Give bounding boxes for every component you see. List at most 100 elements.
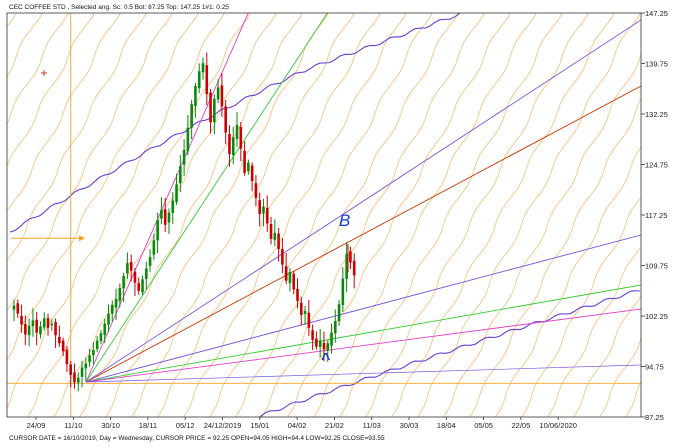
candle-body bbox=[58, 336, 61, 344]
candles-layer bbox=[12, 52, 356, 392]
gann-arc-curve bbox=[521, 196, 641, 417]
y-tick-label: 102.25 bbox=[645, 312, 668, 321]
candle-body bbox=[262, 206, 265, 214]
candle-body bbox=[42, 318, 46, 328]
candle-body bbox=[122, 275, 125, 289]
fan-line-magenta-steep bbox=[85, 13, 249, 383]
cursor-status-bar: CURSOR DATE = 16/10/2019, Day = Wednesda… bbox=[9, 435, 385, 442]
candle-body bbox=[220, 85, 224, 107]
candle-body bbox=[141, 279, 144, 293]
candle-body bbox=[315, 338, 318, 347]
candle-body bbox=[114, 298, 118, 308]
candle-body bbox=[330, 332, 333, 346]
fan-line-magenta bbox=[85, 308, 641, 383]
candle-body bbox=[65, 349, 69, 365]
x-tick-label: 24/12/2019 bbox=[204, 421, 242, 430]
candle-body bbox=[247, 162, 250, 172]
candle-body bbox=[95, 340, 99, 350]
candle-body bbox=[12, 305, 16, 310]
candle-body bbox=[190, 104, 193, 128]
gann-arc-curve bbox=[495, 146, 641, 417]
gann-arc-curve bbox=[7, 13, 43, 78]
candle-body bbox=[228, 133, 231, 155]
x-tick-label: 05/12 bbox=[176, 421, 195, 430]
candle-body bbox=[352, 260, 356, 276]
candle-body bbox=[35, 319, 38, 333]
candle-body bbox=[311, 330, 314, 340]
candle-body bbox=[281, 248, 284, 265]
candle-body bbox=[167, 212, 171, 223]
gann-arc-curve bbox=[7, 13, 121, 213]
gann-arc-curve bbox=[391, 13, 615, 417]
candle-body bbox=[182, 150, 186, 165]
candle-body bbox=[152, 240, 156, 255]
candle-body bbox=[16, 303, 20, 314]
candle-body bbox=[235, 125, 239, 139]
candle-body bbox=[107, 313, 110, 325]
y-tick-label: 109.75 bbox=[645, 262, 668, 271]
x-tick-label: 22/05 bbox=[512, 421, 531, 430]
gann-arc-curve bbox=[7, 13, 95, 168]
gann-fan-layer bbox=[85, 13, 641, 383]
price-axis: 87.25 94.75 102.25 109.75 117.25 124.75 132.25… bbox=[641, 9, 668, 422]
candle-body bbox=[156, 220, 159, 241]
gann-arc-curve bbox=[27, 13, 251, 417]
gann-arc-curve bbox=[157, 13, 381, 417]
gann-arc-curve bbox=[7, 13, 147, 261]
candle-body bbox=[84, 363, 88, 369]
candle-body bbox=[179, 166, 182, 184]
candle-body bbox=[27, 325, 31, 336]
gann-arc-curve bbox=[235, 13, 459, 417]
candle-body bbox=[296, 288, 299, 301]
annotation-a-label: ^ bbox=[321, 351, 330, 368]
candle-body bbox=[205, 65, 209, 95]
x-tick-label: 18/04 bbox=[437, 421, 456, 430]
candle-body bbox=[92, 350, 95, 356]
candle-body bbox=[20, 316, 23, 325]
candle-body bbox=[231, 137, 235, 156]
candle-body bbox=[292, 273, 296, 290]
candle-body bbox=[194, 86, 197, 107]
candle-body bbox=[171, 200, 175, 213]
y-tick-label: 132.25 bbox=[645, 110, 668, 119]
y-tick-label: 94.75 bbox=[645, 363, 664, 372]
candle-body bbox=[148, 257, 152, 266]
x-tick-label: 10/06/2020 bbox=[539, 421, 577, 430]
y-tick-label: 124.75 bbox=[645, 161, 668, 170]
y-tick-label: 117.25 bbox=[645, 211, 667, 220]
gann-arc-curve bbox=[7, 13, 225, 409]
candle-body bbox=[209, 92, 212, 123]
x-tick-label: 30/03 bbox=[400, 421, 419, 430]
fan-line-purple-flat bbox=[85, 364, 641, 383]
candle-body bbox=[110, 304, 114, 314]
gann-arc-purple-upper bbox=[9, 13, 462, 233]
candle-body bbox=[80, 367, 84, 377]
candle-body bbox=[160, 209, 163, 219]
candle-body bbox=[69, 364, 72, 375]
gann-arc-curve bbox=[131, 13, 355, 417]
gann-arc-curve bbox=[313, 13, 537, 417]
candle-body bbox=[54, 322, 57, 336]
candle-body bbox=[273, 232, 277, 240]
candle-body bbox=[73, 372, 76, 383]
candle-body bbox=[76, 377, 80, 383]
x-tick-label: 15/01 bbox=[250, 421, 269, 430]
gann-arc-curve bbox=[339, 13, 563, 417]
y-tick-label: 147.25 bbox=[645, 9, 668, 18]
gann-arc-curve bbox=[365, 13, 589, 417]
x-tick-label: 21/02 bbox=[325, 421, 344, 430]
y-tick-label: 87.25 bbox=[645, 413, 664, 422]
gann-arc-curve bbox=[443, 52, 641, 417]
x-tick-label: 11/10 bbox=[64, 421, 82, 430]
candle-body bbox=[133, 271, 137, 283]
candle-body bbox=[265, 207, 269, 224]
candle-body bbox=[277, 233, 280, 250]
x-tick-label: 30/10 bbox=[101, 421, 120, 430]
candle-body bbox=[224, 106, 227, 133]
price-arrow-head bbox=[79, 235, 85, 242]
fan-line-red bbox=[85, 85, 641, 383]
candle-body bbox=[258, 200, 261, 214]
